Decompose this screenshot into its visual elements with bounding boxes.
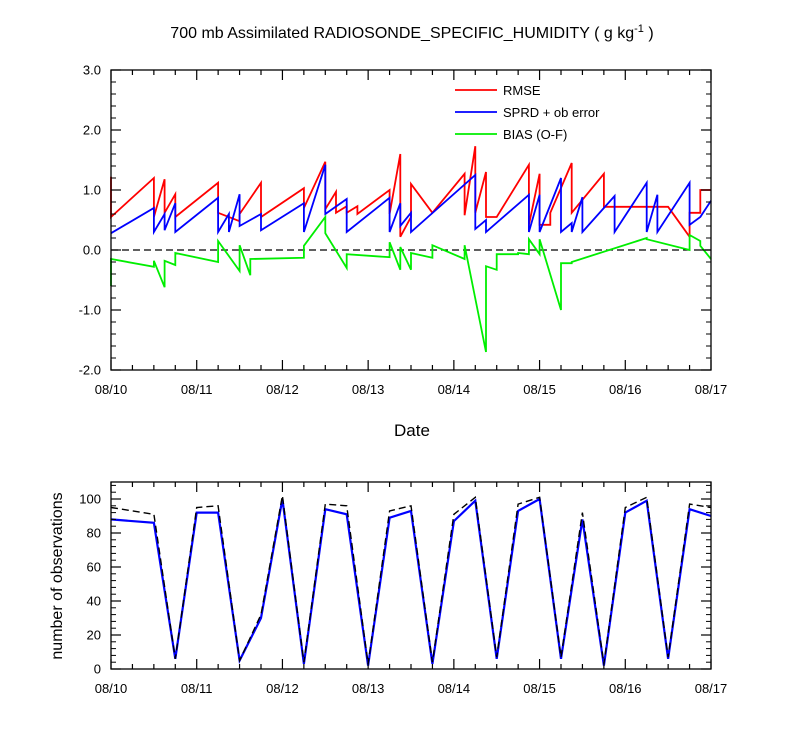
y-tick-label: 20	[87, 628, 101, 643]
series-line-bias-o-f	[110, 214, 712, 353]
y-tick-label: 2.0	[83, 123, 101, 138]
bottom-series-layer	[110, 495, 712, 666]
top-series-layer	[110, 146, 712, 353]
x-tick-label: 08/11	[181, 681, 213, 696]
x-tick-label: 08/11	[181, 382, 213, 397]
y-axis-label: number of observations	[49, 492, 66, 659]
x-tick-label: 08/17	[695, 681, 728, 696]
legend-label-bias-o-f: BIAS (O-F)	[503, 127, 567, 142]
x-tick-label: 08/15	[523, 382, 556, 397]
bottom-axes: 08/10 08/11 08/12 08/13 08/14 08/15 08/16 08/17…	[79, 481, 728, 696]
x-tick-label: 08/16	[609, 681, 642, 696]
x-tick-label: 08/15	[523, 681, 556, 696]
series-line-dashed	[110, 495, 712, 664]
x-tick-label: 08/12	[266, 382, 299, 397]
top-axes: 08/10 08/11 08/12 08/13 08/14 08/15 08/16 08/17…	[79, 63, 728, 398]
legend-label-sprd-ob-error: SPRD + ob error	[503, 105, 600, 120]
y-tick-label: 1.0	[83, 183, 101, 198]
x-tick-label: 08/14	[438, 681, 471, 696]
x-tick-label: 08/16	[609, 382, 642, 397]
y-tick-label: 80	[87, 526, 101, 541]
y-tick-label: 40	[87, 594, 101, 609]
y-tick-label: 0.0	[83, 243, 101, 258]
y-tick-label: 60	[87, 560, 101, 575]
x-tick-label: 08/10	[95, 681, 128, 696]
legend-label-rmse: RMSE	[503, 83, 541, 98]
x-tick-label: 08/14	[438, 382, 471, 397]
legend: RMSE SPRD + ob error BIAS (O-F)	[455, 83, 600, 142]
top-chart: 700 mb Assimilated RADIOSONDE_SPECIFIC_H…	[79, 23, 728, 440]
x-tick-label: 08/12	[266, 681, 299, 696]
chart-title: 700 mb Assimilated RADIOSONDE_SPECIFIC_H…	[170, 23, 653, 42]
series-line-solid	[110, 497, 712, 666]
y-tick-label: 3.0	[83, 63, 101, 78]
bottom-chart: 08/10 08/11 08/12 08/13 08/14 08/15 08/16 08/17…	[49, 481, 728, 696]
x-tick-label: 08/17	[695, 382, 728, 397]
y-tick-label: -2.0	[79, 363, 101, 378]
y-tick-label: -1.0	[79, 303, 101, 318]
x-tick-label: 08/10	[95, 382, 128, 397]
y-tick-label: 0	[94, 662, 101, 677]
x-tick-label: 08/13	[352, 382, 385, 397]
x-tick-label: 08/13	[352, 681, 385, 696]
x-axis-label: Date	[394, 421, 430, 440]
series-line-sprd-ob-error	[110, 164, 712, 236]
y-tick-label: 100	[79, 492, 101, 507]
